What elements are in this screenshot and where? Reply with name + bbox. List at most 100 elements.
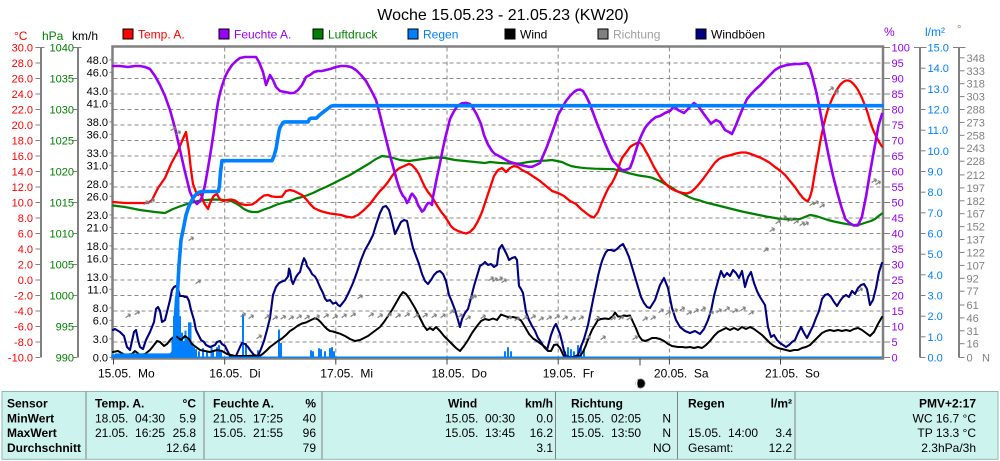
svg-text:10.0: 10.0 [12,198,33,210]
svg-text:Windböen: Windböen [711,28,765,42]
svg-text:107: 107 [967,260,985,272]
svg-text:80: 80 [892,105,904,117]
svg-text:0.0: 0.0 [928,353,943,365]
svg-text:°C: °C [183,397,197,411]
svg-text:MinWert: MinWert [7,411,54,425]
svg-text:Sensor: Sensor [7,397,48,411]
svg-text:995: 995 [56,322,74,334]
svg-text:Regen: Regen [688,397,725,411]
svg-text:6.0: 6.0 [928,229,943,241]
svg-text:Wind: Wind [448,397,477,411]
svg-text:15.05. 02:05: 15.05. 02:05 [571,411,641,425]
svg-text:3.4: 3.4 [775,426,792,440]
svg-text:16.0: 16.0 [12,151,33,163]
svg-text:25.8: 25.8 [173,426,197,440]
svg-text:16.0: 16.0 [87,253,108,265]
svg-text:Richtung: Richtung [571,397,623,411]
svg-text:PMV+2:17: PMV+2:17 [919,397,976,411]
svg-text:90: 90 [892,74,904,86]
svg-text:21.05. So: 21.05. So [765,367,820,381]
svg-text:4.0: 4.0 [928,270,943,282]
svg-text:55: 55 [892,182,904,194]
svg-text:14.0: 14.0 [12,167,33,179]
svg-text:MaxWert: MaxWert [7,426,57,440]
svg-text:Luftdruck: Luftdruck [328,28,378,42]
svg-text:km/h: km/h [525,397,553,411]
svg-text:95: 95 [892,58,904,70]
svg-text:92: 92 [967,273,979,285]
svg-text:40: 40 [303,411,317,425]
svg-text:-6.0: -6.0 [14,322,33,334]
svg-text:7.0: 7.0 [928,208,943,220]
svg-text:35: 35 [892,244,904,256]
svg-text:l/m²: l/m² [771,397,792,411]
svg-text:318: 318 [967,79,985,91]
svg-text:10: 10 [892,322,904,334]
svg-text:16: 16 [967,339,979,351]
svg-text:0: 0 [892,353,898,365]
svg-text:25: 25 [892,275,904,287]
svg-text:2.0: 2.0 [18,260,33,272]
svg-text:21.05. 16:25: 21.05. 16:25 [95,426,165,440]
svg-text:1025: 1025 [50,136,74,148]
svg-text:%: % [884,25,895,39]
svg-text:31: 31 [967,326,979,338]
svg-text:137: 137 [967,235,985,247]
svg-text:Wind: Wind [520,28,547,42]
svg-text:NO: NO [653,441,671,455]
svg-text:1030: 1030 [50,105,74,117]
svg-text:26.0: 26.0 [87,191,108,203]
svg-text:12.64: 12.64 [166,441,196,455]
svg-text:152: 152 [967,222,985,234]
svg-text:1020: 1020 [50,167,74,179]
svg-text:Temp. A.: Temp. A. [95,397,144,411]
svg-text:6.0: 6.0 [18,229,33,241]
svg-text:1000: 1000 [50,291,74,303]
svg-text:1015: 1015 [50,198,74,210]
svg-text:228: 228 [967,156,985,168]
svg-text:2.3hPa/3h: 2.3hPa/3h [921,441,976,455]
svg-text:11.0: 11.0 [87,284,108,296]
svg-text:°C: °C [14,29,28,43]
svg-text:22.0: 22.0 [12,105,33,117]
svg-text:2.0: 2.0 [928,311,943,323]
svg-text:19.05. Fr: 19.05. Fr [543,367,594,381]
svg-text:1010: 1010 [50,229,74,241]
svg-text:15.05. 14:00: 15.05. 14:00 [688,426,758,440]
svg-text:15.05. 00:30: 15.05. 00:30 [445,411,515,425]
svg-text:182: 182 [967,196,985,208]
svg-text:6.0: 6.0 [93,315,108,327]
svg-text:%: % [305,397,316,411]
svg-text:15: 15 [892,306,904,318]
svg-text:12.0: 12.0 [928,105,949,117]
svg-text:41.0: 41.0 [87,98,108,110]
svg-text:3.0: 3.0 [928,291,943,303]
svg-text:9.0: 9.0 [928,167,943,179]
svg-text:5.9: 5.9 [179,411,196,425]
svg-text:Feuchte A.: Feuchte A. [213,397,274,411]
svg-text:-10.0: -10.0 [8,353,33,365]
svg-text:15.05. 13:45: 15.05. 13:45 [445,426,515,440]
svg-text:14.0: 14.0 [928,63,949,75]
svg-text:48.0: 48.0 [87,55,108,67]
svg-text:WC 16.7 °C: WC 16.7 °C [913,411,977,425]
svg-text:Woche 15.05.23 - 21.05.23 (KW2: Woche 15.05.23 - 21.05.23 (KW20) [377,7,628,24]
svg-text:4.0: 4.0 [18,244,33,256]
svg-text:197: 197 [967,183,985,195]
svg-text:Gesamt:: Gesamt: [688,441,733,455]
svg-text:8.0: 8.0 [93,303,108,315]
svg-text:5: 5 [892,337,898,349]
svg-text:26.0: 26.0 [12,74,33,86]
svg-text:43.0: 43.0 [87,86,108,98]
svg-text:12.2: 12.2 [769,441,793,455]
svg-text:TP 13.3 °C: TP 13.3 °C [917,426,976,440]
svg-text:0.0: 0.0 [536,411,553,425]
svg-text:273: 273 [967,117,985,129]
svg-text:23.0: 23.0 [87,210,108,222]
svg-text:33.0: 33.0 [87,148,108,160]
svg-text:212: 212 [967,170,985,182]
svg-text:70: 70 [892,136,904,148]
svg-text:3.0: 3.0 [93,334,108,346]
svg-text:38.0: 38.0 [87,117,108,129]
svg-text:15.05. 13:50: 15.05. 13:50 [571,426,641,440]
